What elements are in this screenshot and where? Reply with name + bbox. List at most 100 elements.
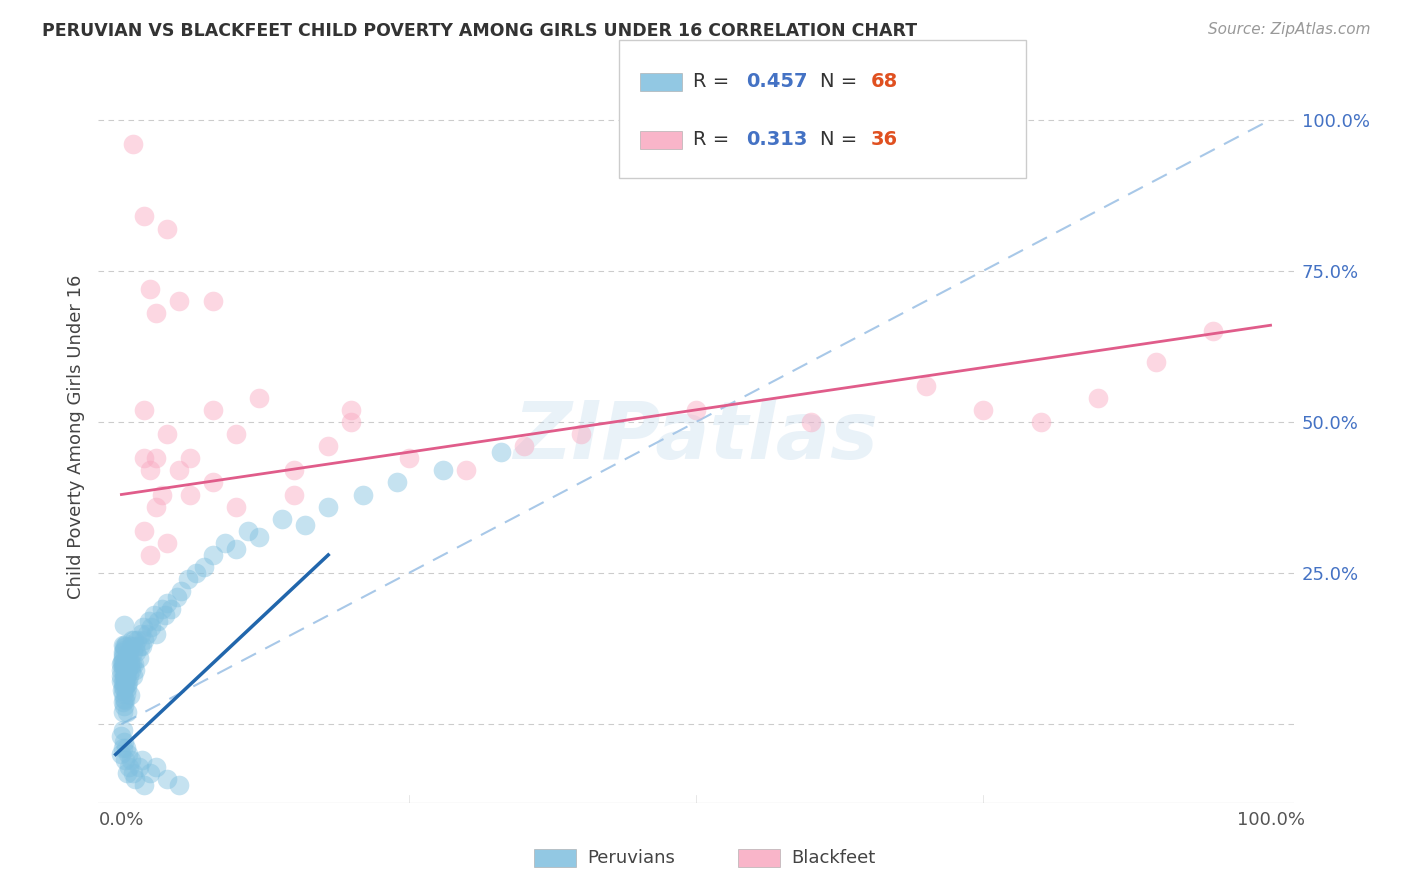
Point [139,282,162,296]
Point [111,683,134,698]
Point [114,640,136,655]
Point [153,608,176,623]
Point [156,427,179,442]
Point [177,572,200,586]
Text: R =: R = [693,130,735,149]
Point [800,415,823,429]
Point [110,657,132,671]
Point [179,451,201,466]
Point [111,663,134,677]
Point [114,665,136,680]
Text: ZIPatlas: ZIPatlas [513,398,879,476]
Text: 0.457: 0.457 [747,72,808,91]
Point [122,657,145,671]
Point [156,221,179,235]
Point [112,657,135,671]
Point [193,560,215,574]
Point [1202,324,1225,338]
Point [111,674,134,689]
Point [145,626,167,640]
Point [134,778,156,792]
Point [432,463,454,477]
Point [118,759,141,773]
Point [294,517,316,532]
Point [114,663,136,677]
Point [110,669,132,683]
Point [398,451,420,466]
Point [124,772,146,786]
Point [115,681,138,695]
Point [110,663,132,677]
Point [115,663,138,677]
Point [134,632,156,647]
Point [340,415,363,429]
Point [972,403,994,417]
Point [124,639,146,653]
Point [111,741,134,756]
Point [115,765,138,780]
Point [134,403,156,417]
Point [184,566,207,580]
Point [156,596,179,610]
Point [111,638,134,652]
Point [112,643,135,657]
Point [141,620,163,634]
Point [128,650,150,665]
Point [112,672,135,686]
Point [112,695,135,709]
Point [122,765,145,780]
Point [134,451,156,466]
Point [131,754,153,768]
Point [131,639,153,653]
Point [456,463,478,477]
Point [115,741,138,756]
Point [110,729,132,743]
Point [179,487,201,501]
Point [134,524,156,538]
Point [122,669,145,683]
Point [122,632,145,647]
Point [569,427,592,442]
Point [117,747,139,762]
Point [139,548,162,562]
Point [112,669,135,683]
Point [202,475,225,490]
Point [145,306,167,320]
Point [112,645,135,659]
Point [283,463,305,477]
Point [225,500,247,514]
Point [145,759,167,773]
Point [110,673,132,688]
Point [120,689,142,703]
Point [112,618,135,632]
Point [247,530,270,544]
Point [120,657,142,672]
Text: 68: 68 [870,72,897,91]
Point [145,451,167,466]
Point [112,735,135,749]
Point [115,650,138,665]
Point [340,403,363,417]
Point [118,645,141,659]
Point [914,378,936,392]
Point [117,674,139,689]
Point [112,681,135,695]
Point [225,427,247,442]
Point [110,747,132,762]
Point [115,669,138,683]
Y-axis label: Child Poverty Among Girls Under 16: Child Poverty Among Girls Under 16 [66,275,84,599]
Point [117,705,139,719]
Point [115,663,138,677]
Point [111,655,134,669]
Point [114,679,136,693]
Text: R =: R = [693,72,735,91]
Point [112,698,135,713]
Text: N =: N = [820,130,863,149]
Point [214,536,236,550]
Point [150,487,173,501]
Point [316,439,339,453]
Point [129,626,152,640]
Point [122,645,145,659]
Text: N =: N = [820,72,863,91]
Point [247,391,270,405]
